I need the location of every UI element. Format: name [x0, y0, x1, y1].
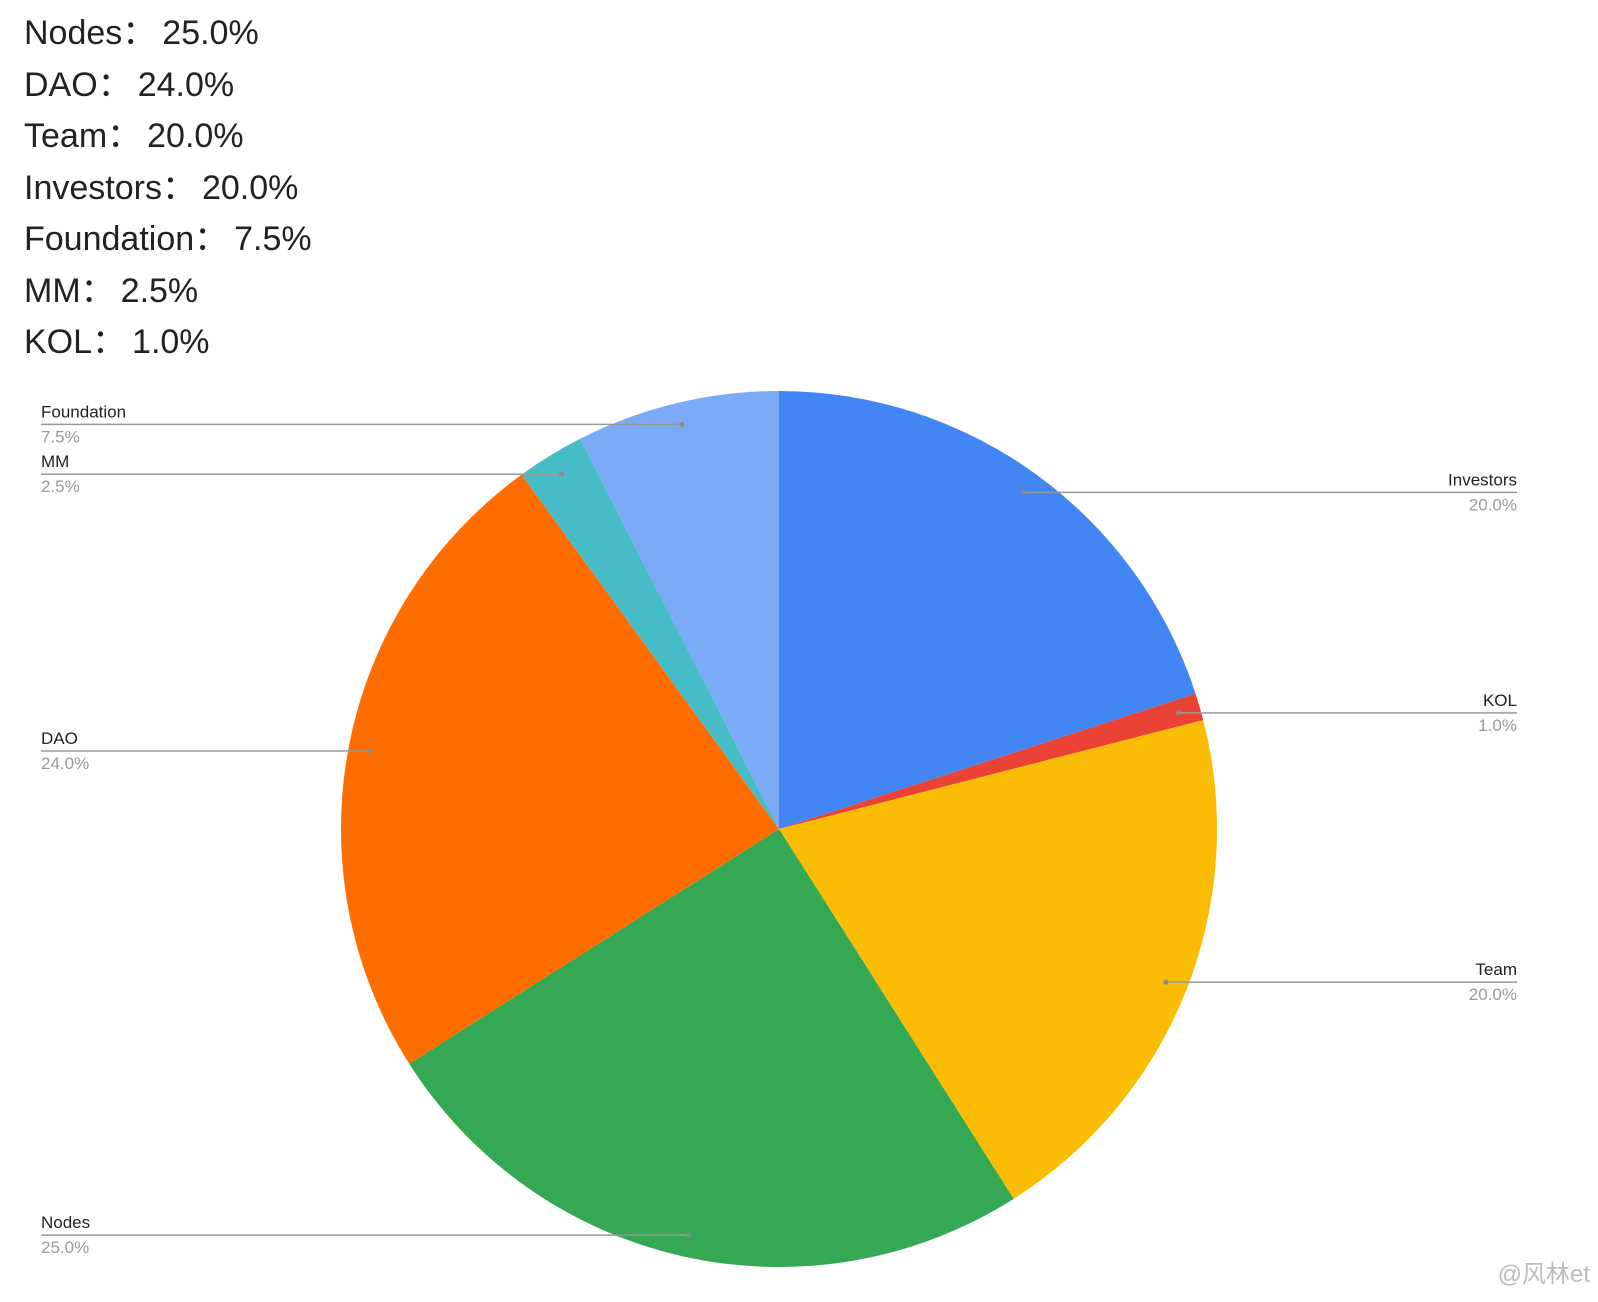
summary-value: 2.5% — [120, 271, 199, 310]
slice-value-label: 7.5% — [41, 427, 80, 446]
summary-list: Nodes： 25.0% DAO： 24.0% Team： 20.0% Investors：… — [24, 8, 312, 369]
slice-label: DAO — [41, 729, 78, 748]
slice-label: Team — [1475, 960, 1517, 979]
summary-value: 1.0% — [132, 323, 210, 361]
summary-value: 25.0% — [162, 14, 259, 52]
leader-dot — [367, 748, 373, 754]
pie-slice — [779, 720, 1217, 1199]
summary-row: MM： 2.5% — [24, 266, 312, 318]
pie-slice — [779, 693, 1204, 829]
slice-label: Foundation — [41, 402, 126, 421]
slice-value-label: 1.0% — [1478, 716, 1517, 735]
summary-name: Investors： — [24, 168, 196, 207]
summary-name: DAO： — [24, 65, 132, 104]
summary-value: 20.0% — [201, 168, 299, 207]
slice-label: MM — [41, 452, 69, 471]
slice-label: KOL — [1483, 691, 1517, 710]
summary-row: Team： 20.0% — [24, 111, 312, 163]
pie-slice — [340, 474, 779, 1064]
leader-dot — [1021, 489, 1027, 495]
slice-label: Nodes — [41, 1213, 90, 1232]
summary-value: 24.0% — [137, 65, 235, 104]
slice-value-label: 2.5% — [41, 477, 80, 496]
leader-dot — [559, 471, 565, 477]
summary-row: KOL： 1.0% — [24, 317, 312, 369]
summary-row: Nodes： 25.0% — [24, 8, 312, 60]
pie-slice — [580, 391, 779, 829]
summary-name: Nodes： — [24, 14, 157, 52]
summary-row: DAO： 24.0% — [24, 60, 312, 112]
leader-dot — [679, 421, 685, 427]
summary-name: Foundation： — [24, 220, 229, 258]
leader-dot — [685, 1232, 691, 1238]
slice-value-label: 20.0% — [1469, 985, 1517, 1004]
summary-name: MM： — [24, 271, 115, 310]
summary-name: Team： — [24, 117, 142, 155]
slice-label: Investors — [1448, 470, 1517, 489]
summary-value: 20.0% — [147, 117, 244, 155]
slice-value-label: 25.0% — [41, 1238, 89, 1257]
summary-row: Investors： 20.0% — [24, 163, 312, 215]
leader-dot — [1163, 979, 1169, 985]
leader-dot — [1176, 710, 1182, 716]
summary-row: Foundation： 7.5% — [24, 214, 312, 266]
pie-slice — [779, 391, 1196, 829]
watermark: @风林et — [1498, 1261, 1591, 1288]
pie-slice — [521, 438, 779, 829]
pie-slice — [409, 829, 1014, 1267]
summary-value: 7.5% — [234, 220, 312, 258]
summary-name: KOL： — [24, 323, 127, 361]
slice-value-label: 24.0% — [41, 754, 89, 773]
slice-value-label: 20.0% — [1469, 495, 1517, 514]
